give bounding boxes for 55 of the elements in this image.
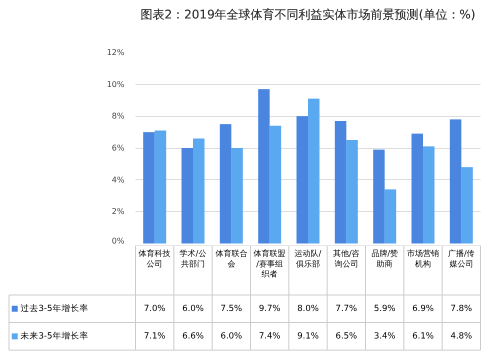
data-label: 7.5%	[220, 304, 242, 314]
data-label: 6.0%	[182, 304, 204, 314]
y-tick-label: 4%	[112, 175, 125, 184]
data-label: 4.8%	[450, 331, 472, 342]
x-tick-label: 品牌/赞助商	[371, 248, 398, 268]
y-tick-label: 12%	[106, 48, 125, 57]
y-tick-label: 8%	[112, 112, 125, 121]
data-label: 7.7%	[336, 304, 358, 314]
bar	[182, 148, 193, 244]
chart-title: 图表2：2019年全球体育不同利益实体市场前景预测(单位：%)	[140, 8, 476, 22]
legend-label: 过去3-5年增长率	[20, 302, 88, 314]
x-tick-label: 体育科技公司	[138, 248, 171, 268]
bar	[346, 140, 358, 244]
bar	[308, 98, 320, 244]
bar	[270, 126, 282, 244]
bar	[461, 167, 473, 244]
x-tick-label: 体育联合会	[215, 248, 248, 268]
bar	[412, 134, 423, 244]
data-label: 5.9%	[374, 304, 396, 314]
data-label: 3.4%	[374, 331, 396, 342]
bar	[373, 150, 385, 244]
bar	[384, 189, 396, 244]
data-label: 7.4%	[258, 331, 280, 342]
legend-label: 未来3-5年增长率	[20, 330, 88, 342]
bar	[296, 116, 308, 244]
bar	[220, 124, 232, 244]
x-tick-label: 广播/传媒公司	[448, 248, 475, 268]
x-tick-label: 市场营销机构	[407, 248, 439, 268]
bar	[334, 120, 346, 244]
data-label: 6.5%	[336, 331, 358, 342]
bar	[450, 119, 462, 244]
data-label: 7.0%	[144, 304, 166, 314]
y-tick-label: 2%	[112, 207, 125, 216]
data-label: 6.1%	[412, 331, 434, 342]
data-label: 9.1%	[297, 331, 319, 342]
data-label: 7.8%	[450, 304, 472, 314]
y-tick-label: 0%	[112, 236, 125, 246]
data-label: 6.0%	[220, 331, 242, 342]
data-label: 7.1%	[144, 331, 166, 342]
bar	[231, 148, 243, 244]
bar	[143, 132, 155, 244]
data-label: 9.7%	[258, 304, 280, 314]
bar	[193, 138, 204, 244]
x-tick-label: 体育联盟/赛事组织者	[254, 248, 286, 279]
data-label: 6.9%	[412, 304, 434, 314]
y-tick-label: 10%	[106, 80, 125, 89]
x-tick-label: 学术/公共部门	[180, 248, 206, 268]
bar	[423, 146, 434, 244]
x-tick-label: 其他/咨询公司	[332, 248, 360, 268]
data-label: 8.0%	[297, 304, 319, 314]
x-tick-label: 运动队/俱乐部	[294, 248, 322, 268]
bar	[258, 89, 270, 244]
y-tick-label: 6%	[112, 144, 125, 152]
bar	[154, 130, 166, 244]
data-label: 6.6%	[182, 331, 204, 342]
